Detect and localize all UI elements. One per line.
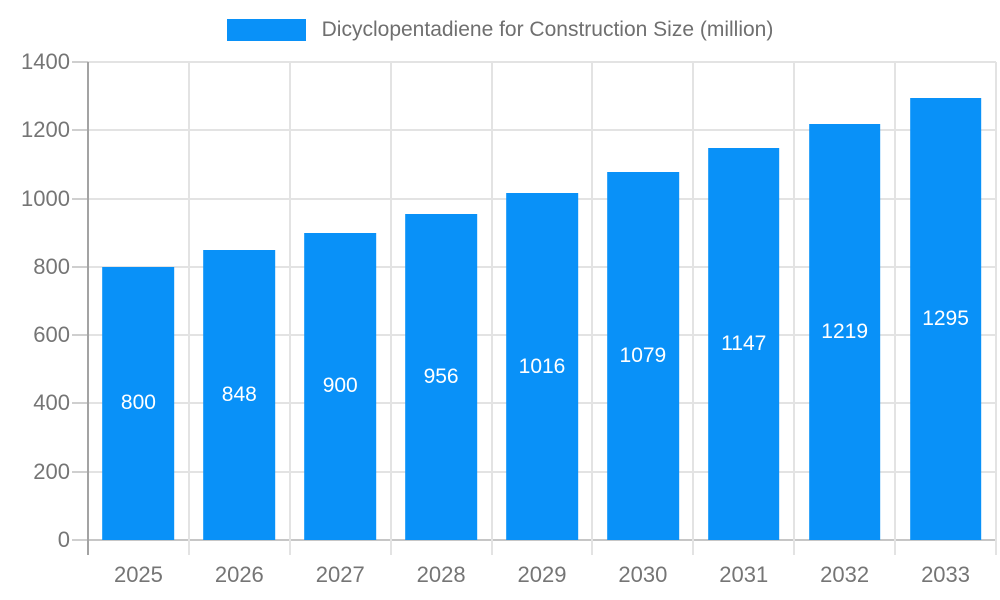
gridline-x-3 [389,62,392,555]
gridline-x-7 [793,62,796,555]
gridline-y-1400 [88,61,996,63]
bar-value-label-2029: 1016 [518,354,566,378]
x-axis-labels: 2025 2026 2027 2028 2029 2030 2031 2032 2033 [88,562,996,592]
plot-area: 800 848 900 956 1016 1079 1147 1219 1295 [72,61,997,555]
y-tick-0 [72,539,88,541]
y-tick-label-1200: 1200 [21,117,70,143]
y-tick-1200 [72,129,88,132]
y-tick-800 [72,265,88,268]
bar-value-label-2028: 956 [423,364,459,388]
bar-2031[interactable]: 1147 [707,148,780,540]
y-tick-200 [72,470,88,473]
bar-value-label-2025: 800 [120,391,156,415]
bar-2028[interactable]: 956 [405,213,477,540]
x-tick-label-2027: 2027 [315,562,365,587]
bar-2027[interactable]: 900 [304,232,377,540]
bar-value-label-2027: 900 [322,374,358,398]
y-axis-line [87,62,89,555]
bar-2026[interactable]: 848 [203,250,276,540]
legend-swatch [226,19,306,41]
bar-value-label-2031: 1147 [721,332,767,356]
gridline-x-2 [288,62,291,555]
y-tick-label-200: 200 [33,458,70,484]
bar-value-label-2033: 1295 [922,306,969,330]
gridline-x-6 [692,62,695,555]
bar-value-label-2030: 1079 [619,343,667,367]
gridline-x-1 [187,62,190,555]
x-tick-label-2032: 2032 [820,562,870,587]
y-tick-400 [72,402,88,405]
bar-2032[interactable]: 1219 [808,123,881,540]
gridline-x-9 [995,62,997,555]
gridline-y-1200 [88,129,996,132]
x-tick-label-2028: 2028 [416,562,466,587]
y-axis-labels: 0 200 400 600 800 1000 1200 1400 [0,49,70,552]
y-tick-label-0: 0 [57,527,70,552]
y-tick-600 [72,334,88,337]
gridline-y-0 [88,539,996,541]
bar-2029[interactable]: 1016 [506,193,578,540]
bar-value-label-2032: 1219 [821,319,869,343]
y-tick-1400 [72,61,88,63]
bar-2030[interactable]: 1079 [607,171,679,540]
x-tick-label-2025: 2025 [113,562,163,587]
y-tick-label-1400: 1400 [21,49,70,74]
x-tick-label-2029: 2029 [517,562,567,587]
x-tick-label-2033: 2033 [921,562,971,587]
x-tick-label-2026: 2026 [214,562,264,587]
bar-value-label-2026: 848 [221,383,257,407]
y-tick-1000 [72,197,88,200]
bar-2033[interactable]: 1295 [909,97,982,540]
y-tick-label-1000: 1000 [21,185,70,211]
y-tick-label-400: 400 [33,390,70,416]
bar-2025[interactable]: 800 [102,266,175,540]
gridline-x-4 [490,62,493,555]
y-tick-label-600: 600 [33,322,70,348]
y-tick-label-800: 800 [33,253,70,279]
legend-label: Dicyclopentadiene for Construction Size … [321,18,774,41]
gridline-x-5 [591,62,594,555]
legend[interactable]: Dicyclopentadiene for Construction Size … [0,18,1000,42]
gridline-x-8 [894,62,897,555]
x-tick-label-2030: 2030 [618,562,668,587]
x-tick-label-2031: 2031 [719,562,769,587]
